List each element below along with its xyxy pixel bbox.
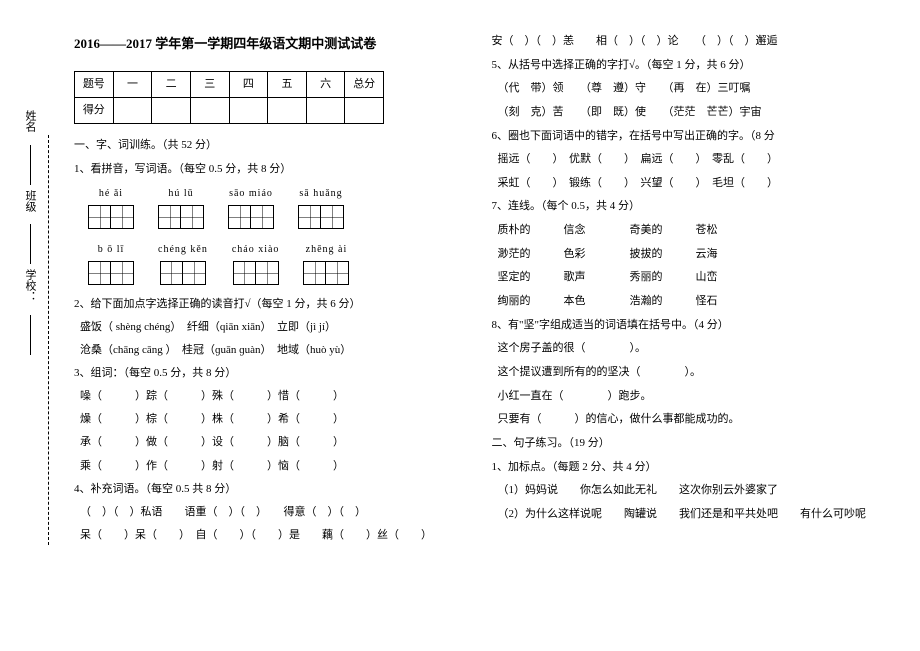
side-school-label: 学校： bbox=[24, 269, 36, 302]
pinyin-item: sāo miáo bbox=[228, 183, 274, 237]
q4b: 呆（ ）呆（ ） 自（ ）（ ）是 藕（ ）丝（ ） bbox=[74, 524, 464, 547]
pinyin-item: sā huǎng bbox=[298, 183, 344, 237]
td bbox=[268, 98, 307, 124]
q4a: （ ）（ ）私语 语重（ ）（ ） 得意（ ）（ ） bbox=[74, 501, 464, 524]
pinyin-text: b ō lī bbox=[88, 239, 134, 260]
q8b: 这个提议遭到所有的的坚决（ ）。 bbox=[492, 361, 882, 385]
pinyin-text: zhēng ài bbox=[303, 239, 349, 260]
td bbox=[190, 98, 229, 124]
td bbox=[113, 98, 152, 124]
q3c: 承（ ）做（ ）设（ ）脑（ ） bbox=[74, 431, 464, 454]
q7b: 渺茫的 色彩 披拔的 云海 bbox=[492, 243, 882, 267]
q7a: 质朴的 信念 奇美的 苍松 bbox=[492, 219, 882, 243]
char-grid bbox=[228, 205, 274, 229]
section-1-heading: 一、字、词训练。（共 52 分） bbox=[74, 134, 464, 157]
r1: 安（ ）（ ）恙 相（ ）（ ）论 （ ）（ ）邂逅 bbox=[492, 30, 882, 54]
q8: 8、有"坚"字组成适当的词语填在括号中。（4 分） bbox=[492, 314, 882, 338]
pinyin-text: sāo miáo bbox=[228, 183, 274, 204]
char-grid bbox=[160, 261, 206, 285]
q3b: 燥（ ）棕（ ）株（ ）希（ ） bbox=[74, 408, 464, 431]
th: 五 bbox=[268, 72, 307, 98]
q7d: 绚丽的 本色 浩瀚的 怪石 bbox=[492, 290, 882, 314]
th: 二 bbox=[152, 72, 191, 98]
td bbox=[152, 98, 191, 124]
char-grid bbox=[88, 261, 134, 285]
q7: 7、连线。（每个 0.5，共 4 分） bbox=[492, 195, 882, 219]
char-grid bbox=[298, 205, 344, 229]
q8c: 小红一直在（ ）跑步。 bbox=[492, 385, 882, 409]
th: 三 bbox=[190, 72, 229, 98]
q8a: 这个房子盖的很（ ）。 bbox=[492, 337, 882, 361]
side-underline bbox=[30, 145, 31, 185]
p1a: （1）妈妈说 你怎么如此无礼 这次你别云外婆家了 bbox=[492, 479, 882, 503]
th: 四 bbox=[229, 72, 268, 98]
char-grid bbox=[233, 261, 279, 285]
q2b: 沧桑（chāng cāng ） 桂冠（ɡuān ɡuàn） 地域（huò yù） bbox=[74, 339, 464, 362]
pinyin-row-2: b ō lī chéng kěn cháo xiào zhēng ài bbox=[88, 239, 464, 293]
th: 六 bbox=[306, 72, 345, 98]
side-underline bbox=[30, 315, 31, 355]
th: 总分 bbox=[345, 72, 384, 98]
q5a: （代 带）领 （尊 遵）守 （再 在）三叮嘱 bbox=[492, 77, 882, 101]
pinyin-item: cháo xiào bbox=[232, 239, 280, 293]
q4: 4、补充词语。（每空 0.5 共 8 分） bbox=[74, 478, 464, 501]
q1: 1、看拼音，写词语。（每空 0.5 分，共 8 分） bbox=[74, 158, 464, 181]
p1b: （2）为什么这样说呢 陶罐说 我们还是和平共处吧 有什么可吵呢 bbox=[492, 503, 882, 527]
char-grid bbox=[158, 205, 204, 229]
pinyin-text: cháo xiào bbox=[232, 239, 280, 260]
q6a: 摇远（ ） 优默（ ） 扁远（ ） 零乱（ ） bbox=[492, 148, 882, 172]
pinyin-item: chéng kěn bbox=[158, 239, 208, 293]
td bbox=[229, 98, 268, 124]
left-column: 2016——2017 学年第一学期四年级语文期中测试试卷 题号 一 二 三 四 … bbox=[60, 30, 478, 547]
td bbox=[306, 98, 345, 124]
section-2-heading: 二、句子练习。（19 分） bbox=[492, 432, 882, 456]
td: 得分 bbox=[75, 98, 114, 124]
side-name-label: 姓名 bbox=[24, 110, 36, 132]
q7c: 坚定的 歌声 秀丽的 山峦 bbox=[492, 266, 882, 290]
pinyin-item: hú lū bbox=[158, 183, 204, 237]
side-labels: 姓名 班级 学校： bbox=[22, 110, 38, 357]
pinyin-text: hú lū bbox=[158, 183, 204, 204]
q2: 2、给下面加点字选择正确的读音打√（每空 1 分，共 6 分） bbox=[74, 293, 464, 316]
pinyin-item: zhēng ài bbox=[303, 239, 349, 293]
char-grid bbox=[88, 205, 134, 229]
binding-dashed-line bbox=[48, 135, 49, 545]
exam-title: 2016——2017 学年第一学期四年级语文期中测试试卷 bbox=[74, 30, 464, 57]
q3d: 乘（ ）作（ ）射（ ）恼（ ） bbox=[74, 455, 464, 478]
q5b: （刻 克）苦 （即 既）使 （茫茫 芒芒）宇宙 bbox=[492, 101, 882, 125]
td bbox=[345, 98, 384, 124]
q8d: 只要有（ ）的信心，做什么事都能成功的。 bbox=[492, 408, 882, 432]
q2a: 盛饭（ shèng chéng） 纤细（qiān xiān） 立即（jì jí） bbox=[74, 316, 464, 339]
th: 题号 bbox=[75, 72, 114, 98]
score-value-row: 得分 bbox=[75, 98, 384, 124]
pinyin-text: hé ǎi bbox=[88, 183, 134, 204]
pinyin-item: b ō lī bbox=[88, 239, 134, 293]
pinyin-text: chéng kěn bbox=[158, 239, 208, 260]
th: 一 bbox=[113, 72, 152, 98]
p1: 1、加标点。（每题 2 分、共 4 分） bbox=[492, 456, 882, 480]
q5: 5、从括号中选择正确的字打√。（每空 1 分，共 6 分） bbox=[492, 54, 882, 78]
q6: 6、圈也下面词语中的错字，在括号中写出正确的字。（8 分 bbox=[492, 125, 882, 149]
score-table: 题号 一 二 三 四 五 六 总分 得分 bbox=[74, 71, 384, 124]
right-column: 安（ ）（ ）恙 相（ ）（ ）论 （ ）（ ）邂逅 5、从括号中选择正确的字打… bbox=[478, 30, 896, 547]
pinyin-item: hé ǎi bbox=[88, 183, 134, 237]
q3: 3、组词：（每空 0.5 分，共 8 分） bbox=[74, 362, 464, 385]
q6b: 采虹（ ） 锻练（ ） 兴望（ ） 毛坦（ ） bbox=[492, 172, 882, 196]
pinyin-row-1: hé ǎi hú lū sāo miáo sā huǎng bbox=[88, 183, 464, 237]
page-container: 2016——2017 学年第一学期四年级语文期中测试试卷 题号 一 二 三 四 … bbox=[0, 0, 920, 567]
pinyin-text: sā huǎng bbox=[298, 183, 344, 204]
q3a: 噪（ ）踪（ ）殊（ ）惜（ ） bbox=[74, 385, 464, 408]
score-header-row: 题号 一 二 三 四 五 六 总分 bbox=[75, 72, 384, 98]
side-underline bbox=[30, 224, 31, 264]
side-class-label: 班级 bbox=[24, 190, 36, 212]
char-grid bbox=[303, 261, 349, 285]
